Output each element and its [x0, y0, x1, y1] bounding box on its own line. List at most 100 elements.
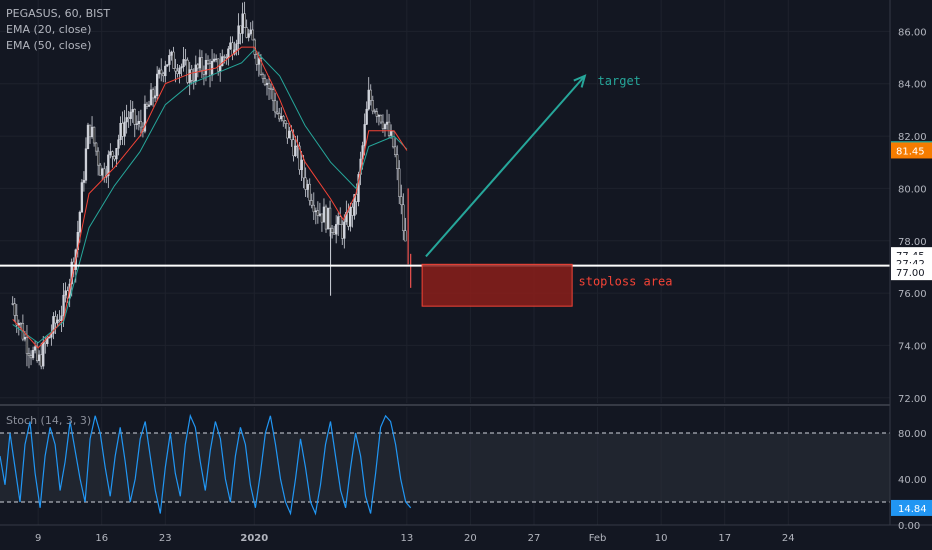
candle-body — [235, 43, 238, 51]
candle-body — [261, 74, 265, 79]
candle-body — [107, 154, 110, 177]
candle-body — [377, 114, 381, 117]
stochastic-panel[interactable] — [0, 413, 890, 516]
price-tick-label: 76.00 — [898, 289, 927, 300]
candle-body — [292, 139, 295, 157]
candle-body — [367, 89, 370, 110]
candle-body — [371, 100, 374, 112]
time-tick-label: 20 — [464, 533, 477, 544]
candle-body — [302, 159, 305, 179]
candle-body — [192, 80, 195, 82]
candle-body — [310, 200, 313, 206]
candle-body — [369, 89, 372, 101]
symbol-title: PEGASUS, 60, BIST — [6, 7, 111, 20]
candle-body — [400, 196, 403, 206]
candle-body — [326, 207, 330, 230]
candle-body — [229, 42, 232, 50]
candle-body — [19, 322, 23, 325]
candle-body — [131, 109, 134, 113]
candle-body — [349, 206, 352, 227]
candle-body — [54, 316, 57, 324]
candle-body — [225, 56, 228, 59]
time-tick-label: 2020 — [240, 533, 268, 544]
candle-body — [113, 155, 116, 160]
price-tick-label: 72.00 — [898, 394, 927, 405]
candle-body — [402, 204, 405, 231]
candle-body — [314, 210, 317, 213]
candle-body — [245, 27, 248, 38]
target-label: target — [598, 74, 641, 88]
drawings[interactable]: target stoploss area — [421, 74, 673, 307]
candle-body — [231, 42, 234, 55]
candle-body — [29, 355, 33, 359]
candle-body — [135, 123, 138, 125]
price-tick-label: 82.00 — [898, 132, 927, 143]
candle-body — [257, 58, 261, 65]
candle-body — [351, 206, 354, 216]
candle-body — [212, 58, 216, 62]
candle-body — [247, 33, 250, 38]
candle-body — [88, 124, 92, 138]
candle-body — [267, 82, 271, 89]
candle-body — [337, 216, 340, 225]
stoch-tick-label: 0.00 — [898, 521, 920, 532]
stoploss-rectangle — [421, 263, 573, 307]
candle-body — [194, 64, 197, 82]
candle-body — [176, 70, 179, 75]
stoch-legend: Stoch (14, 3, 3) — [6, 414, 92, 427]
candle-body — [48, 337, 51, 339]
price-tick-label: 78.00 — [898, 237, 927, 248]
candle-body — [282, 116, 285, 122]
candle-body — [38, 354, 41, 362]
candle-body — [115, 148, 118, 160]
candle-body — [396, 154, 399, 169]
candle-body — [149, 89, 153, 106]
candle-body — [42, 341, 45, 367]
candle-body — [33, 346, 37, 351]
candle-body — [387, 121, 391, 136]
candle-body — [117, 139, 120, 149]
time-tick-label: 13 — [400, 533, 413, 544]
candle-body — [58, 319, 61, 322]
candle-body — [269, 88, 273, 90]
price-tick-label: 74.00 — [898, 341, 927, 352]
candle-body — [221, 56, 224, 67]
candle-body — [92, 126, 96, 144]
price-axis[interactable]: 72.00 74.00 76.00 78.00 80.00 82.00 84.00 86.00… — [891, 27, 932, 405]
candle-body — [151, 89, 155, 99]
candle-body — [357, 174, 360, 202]
candle-body — [288, 130, 291, 139]
candle-body — [123, 121, 126, 137]
candle-body — [139, 121, 143, 128]
candle-body — [178, 67, 181, 75]
time-axis[interactable]: 9 16 23 2020 13 20 27 Feb 10 17 24 — [35, 533, 795, 544]
candle-body — [259, 58, 263, 75]
candle-body — [40, 354, 43, 367]
candle-body — [355, 194, 358, 202]
time-tick-label: 27 — [528, 533, 541, 544]
target-arrow-head — [573, 74, 587, 88]
candle-body — [103, 168, 106, 178]
candle-body — [241, 13, 244, 34]
candle-body — [318, 213, 322, 216]
stoch-axis[interactable]: 0.00 40.00 80.00 14.84 — [891, 429, 932, 532]
candle-body — [109, 151, 112, 156]
candle-body — [308, 183, 311, 201]
candle-body — [15, 315, 18, 326]
candle-body — [322, 206, 326, 223]
candle-body — [27, 353, 31, 356]
candle-body — [214, 58, 218, 60]
stoch-badge-label: 14.84 — [898, 504, 927, 515]
candle-body — [265, 82, 269, 86]
candle-body — [125, 117, 128, 123]
candle-body — [82, 180, 86, 183]
candle-body — [298, 145, 301, 170]
candle-body — [239, 25, 242, 34]
candle-body — [300, 159, 303, 170]
candle-body — [223, 56, 226, 58]
candle-body — [255, 54, 258, 65]
candle-body — [273, 100, 277, 113]
ema20-line — [12, 46, 408, 349]
stoploss-label: stoploss area — [579, 274, 673, 288]
